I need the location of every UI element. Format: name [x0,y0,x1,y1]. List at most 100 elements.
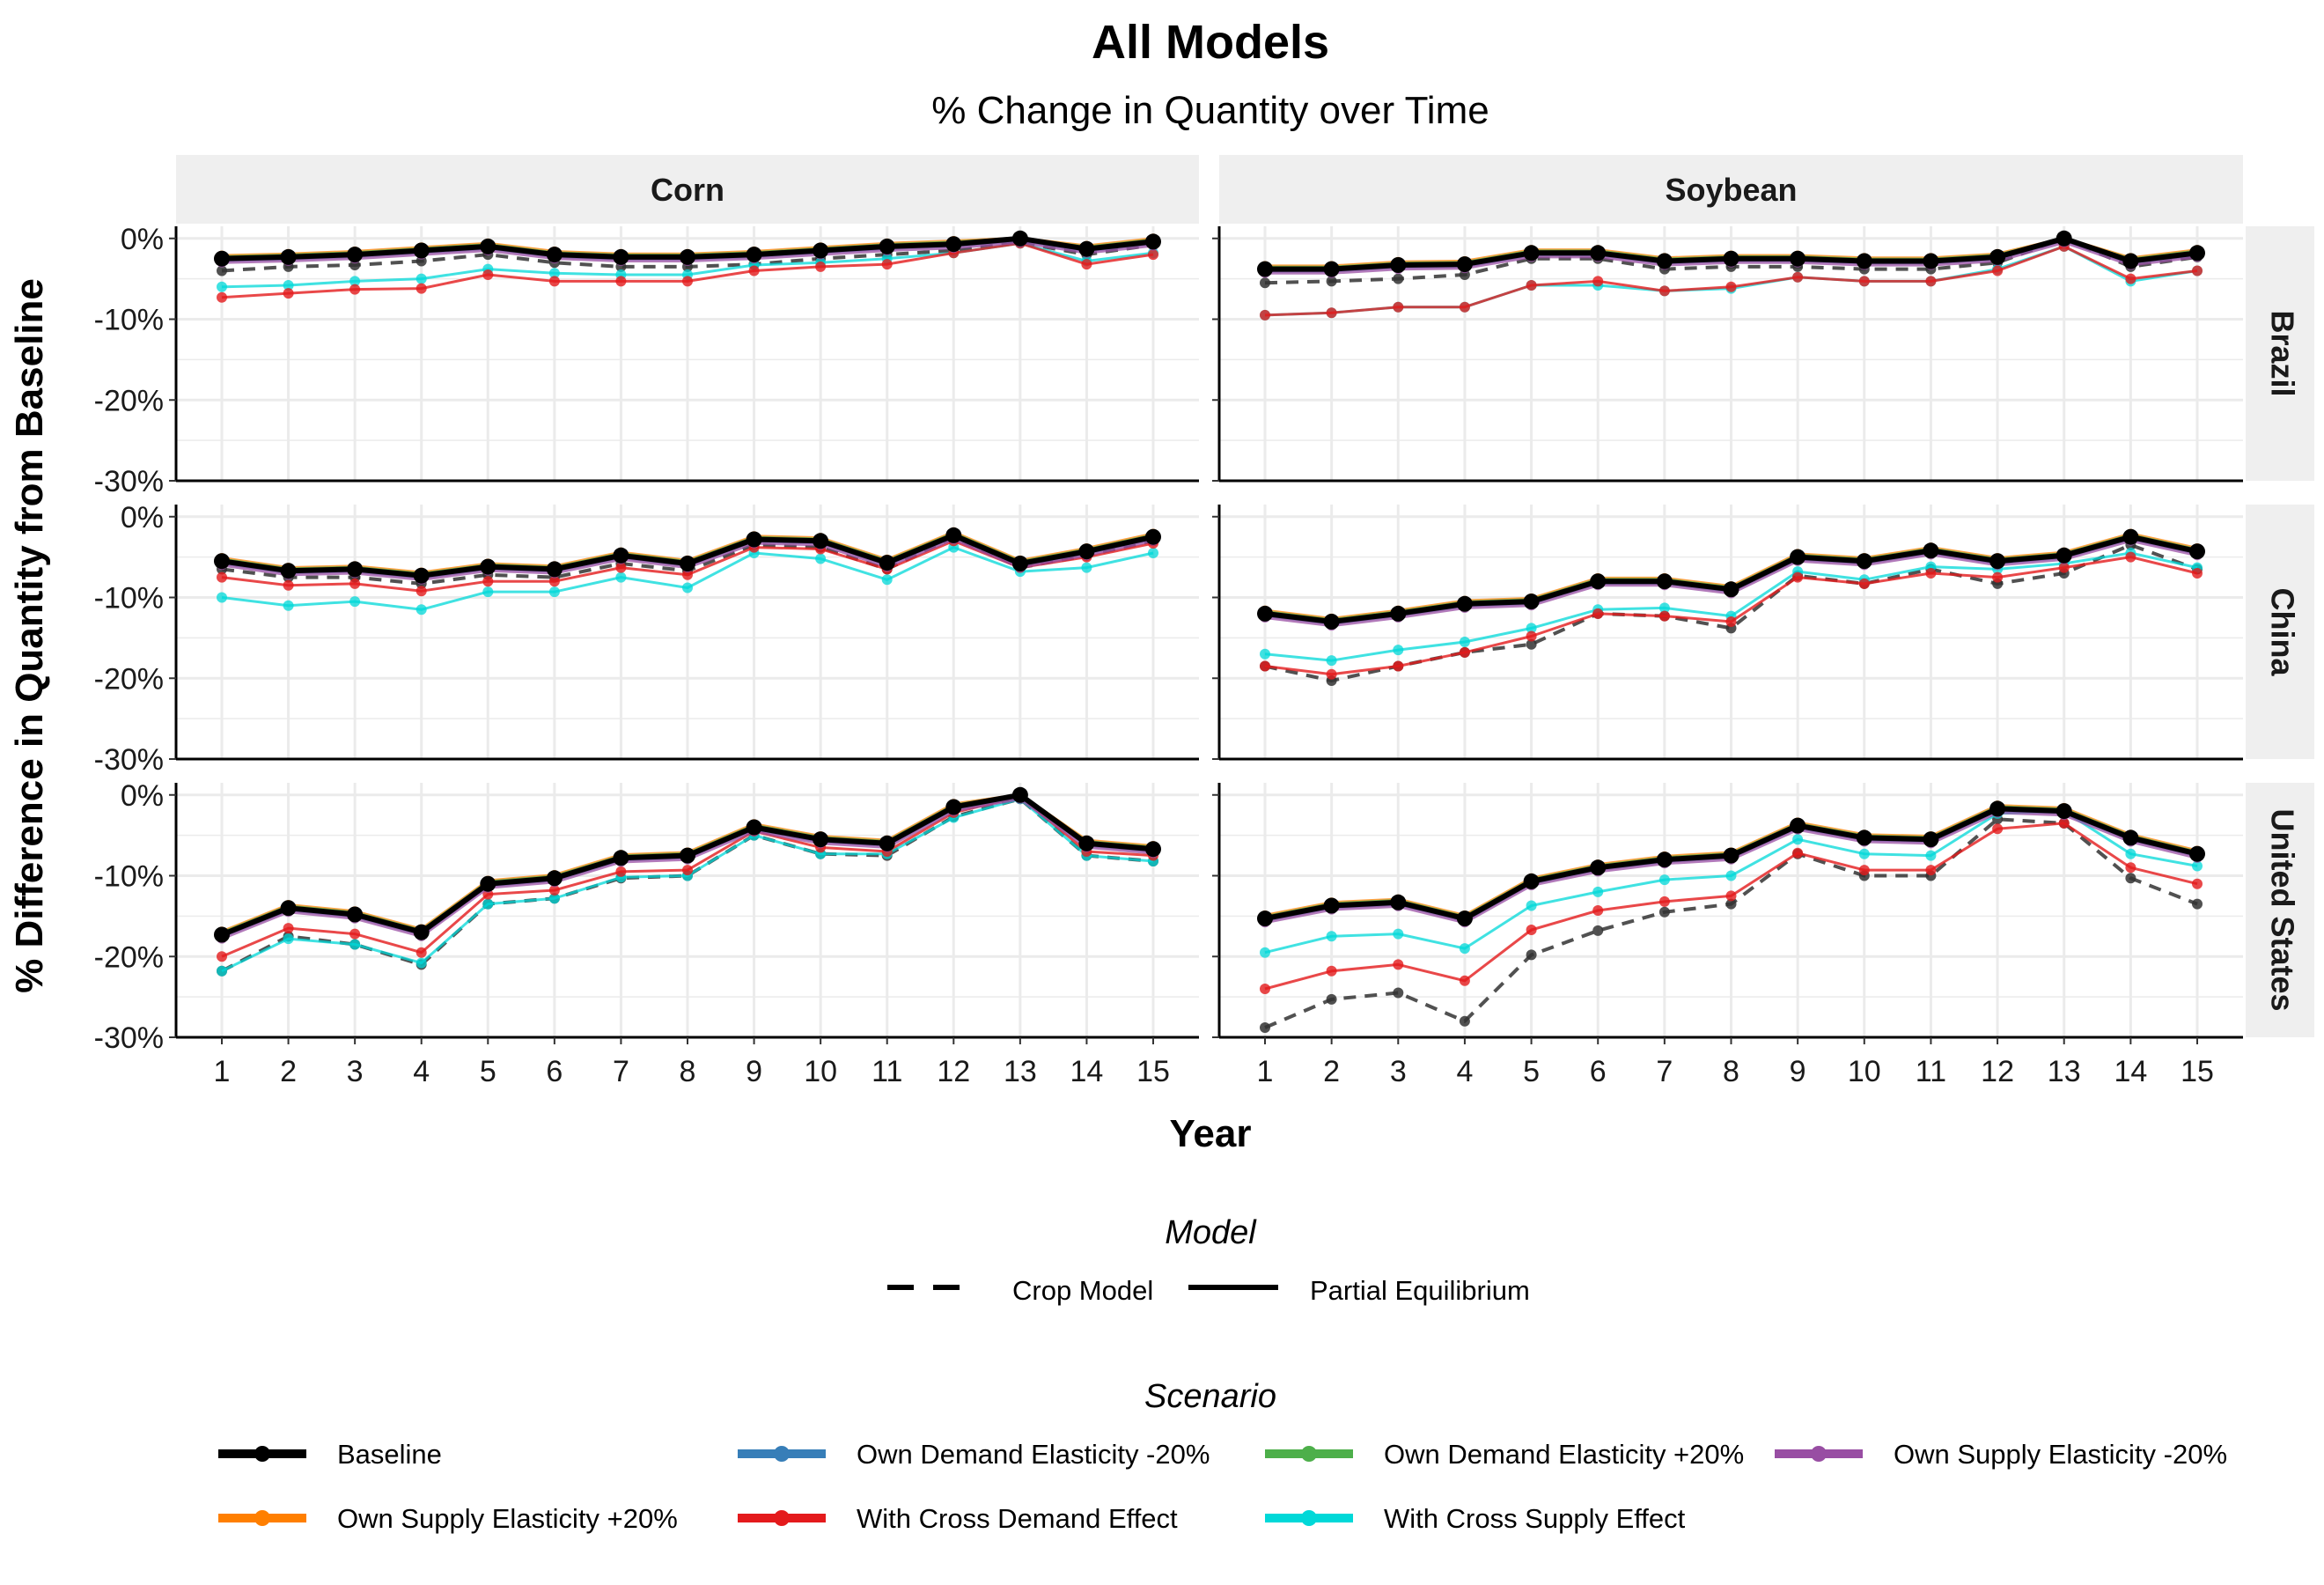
panel-china-corn-cross-supply-point-2 [283,600,294,611]
scenario-legend: Scenario Baseline Own Demand Elasticity -… [218,1378,2227,1534]
panel-brazil-corn-baseline-point-2 [280,248,297,265]
panel-china-soybean-cross-demand-point-7 [1658,610,1670,622]
panel-brazil-soybean-baseline-point-14 [2122,253,2139,269]
panel-china-soybean-baseline-point-2 [1323,614,1340,630]
panel-united-states-soybean-cross-supply-point-11 [1925,850,1937,861]
panel-united-states-soybean-xtick-label: 12 [1981,1055,2014,1088]
panel-united-states-soybean-cross-supply-point-10 [1858,848,1870,859]
panel-china-soybean-cross-demand-point-12 [1992,571,2004,583]
panel-china-corn-baseline-point-3 [347,561,364,578]
panel-united-states-soybean-crop-model-point-14 [2125,873,2136,884]
panel-brazil-soybean-baseline-point-6 [1590,245,1607,262]
panel-united-states-corn-xtick-label: 2 [280,1055,297,1088]
panel-united-states-soybean-cross-supply-point-15 [2192,860,2203,872]
panel-china-soybean-cross-supply-point-3 [1393,645,1404,656]
panel-brazil-soybean-cross-demand-point-14 [2125,273,2136,284]
panel-united-states-soybean-baseline-point-7 [1656,851,1673,868]
facet-label-soybean: Soybean [1665,172,1797,208]
panel-united-states-soybean-crop-model-point-3 [1393,987,1404,999]
panel-china-corn-baseline-point-11 [879,555,895,571]
panel-united-states-soybean-cross-supply-point-3 [1393,928,1404,940]
panel-china-corn-cross-demand-point-8 [682,569,693,580]
chart-subtitle: % Change in Quantity over Time [931,89,1489,132]
panel-united-states-soybean-xtick-label: 6 [1590,1055,1607,1088]
panel-united-states-corn-baseline-point-9 [746,819,762,836]
panel-china-soybean-cross-demand-point-14 [2125,551,2136,563]
panel-brazil-corn-cross-demand-point-10 [815,261,827,272]
panel-united-states-soybean-crop-model-point-4 [1459,1015,1470,1027]
panel-brazil-soybean-baseline-point-1 [1257,261,1273,277]
panel-china-corn-cross-supply-point-14 [1081,562,1092,573]
panel-brazil-corn-ytick-label: 0% [121,223,164,256]
panel-china-soybean [1212,505,2243,761]
panel-brazil-soybean [1212,226,2243,483]
panel-brazil-corn-crop-model-point-1 [217,265,227,276]
panel-united-states-corn-xtick-label: 4 [413,1055,430,1088]
panel-brazil-soybean-baseline-point-13 [2056,230,2072,247]
panel-united-states-corn: 0%-10%-20%-30%1 2 3 4 5 6 7 8 9 10 11 12 13 14 15 [94,779,1199,1088]
panel-brazil-corn-cross-supply-point-6 [548,268,560,279]
scenario-legend-own-supply-elasticity-20-dot [254,1510,270,1526]
facet-strip-united-states [2246,783,2314,1037]
scenario-legend-keys: Baseline Own Demand Elasticity -20% Own De… [218,1439,2227,1534]
panel-brazil-corn-cross-demand-point-4 [416,283,427,294]
panel-united-states-corn-cross-demand-point-6 [548,885,560,896]
panel-china-soybean-cross-supply-point-2 [1326,655,1337,667]
panel-brazil-soybean-crop-model-point-1 [1260,277,1270,289]
panel-brazil-corn-cross-demand-point-15 [1148,249,1158,261]
panel-brazil-corn-cross-demand-point-11 [881,259,893,270]
panel-united-states-soybean-cross-demand-point-15 [2192,878,2203,889]
panel-brazil-soybean-baseline-point-10 [1856,253,1872,269]
panel-china-soybean-cross-supply-point-4 [1459,637,1470,647]
panel-united-states-corn-xtick-label: 12 [937,1055,970,1088]
panel-united-states-corn-xtick-label: 6 [546,1055,563,1088]
panel-china-soybean-cross-demand-point-5 [1526,630,1537,642]
panel-united-states-soybean-baseline-point-5 [1523,873,1540,889]
scenario-legend-own-demand-elasticity-20-dot [774,1446,790,1462]
panel-china-soybean-cross-demand-point-6 [1592,608,1604,619]
panel-brazil-soybean-cross-demand-point-11 [1925,276,1937,287]
panel-brazil-corn-baseline-point-14 [1078,240,1095,257]
panel-brazil-corn-baseline-point-10 [813,242,829,259]
panel-china-soybean-baseline-point-8 [1723,581,1739,598]
chart-title: All Models [1092,16,1329,69]
panel-brazil-soybean-cross-demand-point-4 [1459,301,1470,313]
panel-brazil-corn-cross-demand-point-7 [615,276,627,287]
panel-united-states-soybean-xtick-label: 10 [1848,1055,1881,1088]
panel-china-soybean-cross-demand-point-3 [1393,660,1404,672]
panel-united-states-soybean-cross-demand-point-5 [1526,925,1537,935]
panel-brazil-soybean-cross-demand-point-6 [1592,276,1604,287]
panel-china-corn-baseline-point-7 [613,547,629,564]
panel-china-corn-baseline-point-10 [813,533,829,549]
panel-united-states-soybean-cross-supply-point-8 [1725,870,1737,881]
panel-china-corn-cross-demand-point-7 [615,562,627,573]
panel-united-states-corn-baseline-point-4 [413,924,430,940]
panel-china-soybean-baseline-point-10 [1856,553,1872,570]
panel-united-states-corn-xtick-label: 5 [480,1055,496,1088]
panel-brazil-corn-baseline-point-15 [1145,233,1161,250]
panel-united-states-soybean-xtick-label: 9 [1790,1055,1806,1088]
model-legend-pe-label: Partial Equilibrium [1310,1275,1530,1306]
panel-brazil-soybean-cross-demand-point-12 [1992,265,2004,276]
y-axis-label: % Difference in Quantity from Baseline [8,278,51,993]
panel-brazil-soybean-crop-model-point-3 [1393,273,1404,284]
panel-china-corn-cross-supply-point-7 [615,571,627,583]
panel-china-corn-baseline-point-1 [214,553,230,570]
panel-united-states-corn-baseline-point-3 [347,906,364,923]
panel-united-states-soybean-xtick-label: 14 [2114,1055,2147,1088]
panel-united-states-corn-baseline-point-8 [680,847,695,864]
scenario-legend-own-demand-elasticity-20-label: Own Demand Elasticity -20% [857,1439,1210,1470]
panel-united-states-corn-cross-supply-point-5 [482,898,494,910]
panel-united-states-corn-xtick-label: 10 [804,1055,837,1088]
panel-united-states-corn-cross-demand-point-3 [349,928,361,940]
panel-china-corn-baseline-point-14 [1078,543,1095,560]
panel-china-corn-baseline-point-13 [1011,556,1028,571]
panel-brazil-corn-cross-demand-point-6 [548,276,560,287]
panel-china-corn-baseline-point-12 [945,527,962,543]
panel-china-soybean-cross-demand-point-1 [1260,660,1270,672]
panel-china-corn-cross-demand-point-3 [349,578,361,589]
panel-united-states-corn-baseline-point-2 [280,900,297,917]
panel-brazil-corn-baseline-point-7 [613,248,629,265]
panel-china-soybean-baseline-point-15 [2189,543,2205,560]
panel-brazil-soybean-cross-demand-point-8 [1725,281,1737,292]
